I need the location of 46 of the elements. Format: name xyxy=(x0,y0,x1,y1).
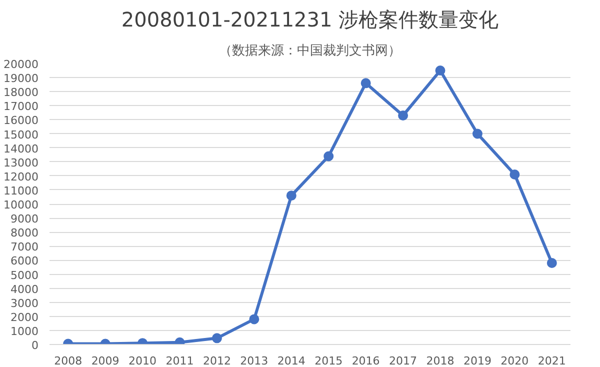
x-tick-label: 2019 xyxy=(463,354,492,367)
point xyxy=(472,128,482,139)
y-tick-label: 9000 xyxy=(10,212,39,226)
y-tick-label: 11000 xyxy=(4,184,39,198)
chart-subtitle: （数据来源：中国裁判文书网） xyxy=(219,44,401,58)
point xyxy=(324,151,334,162)
y-tick-label: 19000 xyxy=(4,72,39,86)
y-tick-label: 14000 xyxy=(4,142,39,156)
y-tick-label: 20000 xyxy=(4,58,39,71)
x-tick-label: 2010 xyxy=(128,354,157,367)
y-tick-label: 18000 xyxy=(4,86,39,100)
y-tick-label: 12000 xyxy=(4,170,39,184)
y-tick-label: 16000 xyxy=(4,114,39,128)
x-tick-label: 2017 xyxy=(389,354,418,367)
y-tick-label: 5000 xyxy=(10,268,39,282)
y-tick-label: 10000 xyxy=(4,198,39,212)
y-tick-label: 13000 xyxy=(4,156,39,170)
y-tick-label: 17000 xyxy=(4,100,39,114)
chart-title: 20080101-20211231 涉枪案件数量变化 xyxy=(121,8,499,32)
x-tick-label: 2012 xyxy=(202,354,231,367)
y-tick-label: 6000 xyxy=(10,254,39,268)
point xyxy=(360,78,371,88)
point xyxy=(286,190,296,201)
y-tick-label: 7000 xyxy=(10,240,39,254)
point xyxy=(249,314,260,324)
y-tick-label: 4000 xyxy=(10,282,39,296)
x-tick-label: 2013 xyxy=(240,354,268,367)
y-tick-label: 1000 xyxy=(10,324,39,338)
x-tick-label: 2011 xyxy=(166,354,194,367)
x-tick-label: 2015 xyxy=(314,354,343,367)
x-tick-label: 2021 xyxy=(538,354,566,367)
y-tick-label: 2000 xyxy=(10,310,39,324)
y-tick-label: 3000 xyxy=(10,296,39,310)
point xyxy=(435,66,446,76)
y-tick-label: 0 xyxy=(32,339,38,352)
x-tick-label: 2016 xyxy=(352,354,380,367)
x-tick-label: 2018 xyxy=(426,354,454,367)
y-tick-label: 15000 xyxy=(4,128,39,142)
point xyxy=(398,110,408,120)
x-tick-label: 2008 xyxy=(54,354,82,367)
x-tick-label: 2020 xyxy=(500,354,529,367)
point xyxy=(510,170,520,180)
x-tick-label: 2009 xyxy=(91,354,120,367)
point xyxy=(546,258,557,268)
x-tick-label: 2014 xyxy=(277,354,306,367)
y-tick-label: 8000 xyxy=(10,226,39,240)
